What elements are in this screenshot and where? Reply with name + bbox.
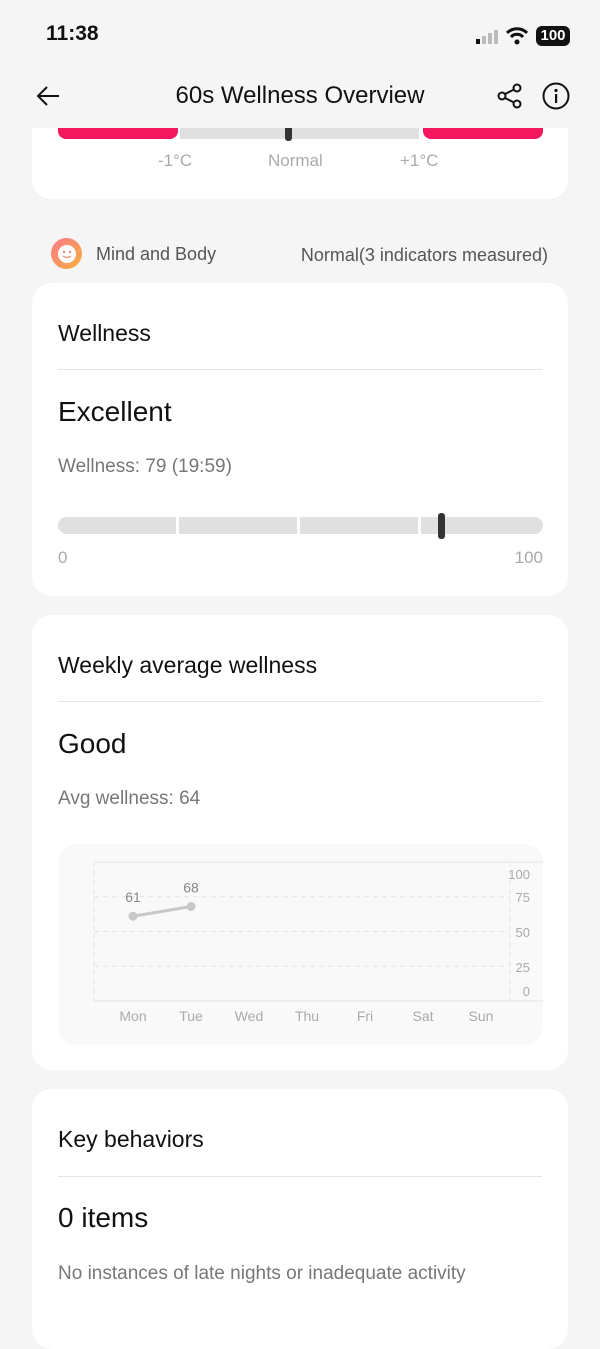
label-plus: +1°C: [400, 151, 439, 170]
card-title: Weekly average wellness: [58, 652, 318, 678]
share-icon: [497, 83, 522, 109]
gauge-min: 0: [58, 548, 68, 567]
x-tick-label: Sat: [412, 1008, 433, 1024]
data-label: 68: [183, 879, 199, 895]
wellness-detail: Wellness: 79 (19:59): [58, 456, 232, 477]
wellness-card: Wellness Excellent Wellness: 79 (19:59) …: [32, 283, 568, 596]
weekly-detail: Avg wellness: 64: [58, 788, 201, 809]
wellness-marker: [437, 513, 445, 539]
info-button[interactable]: [542, 82, 570, 115]
y-tick-label: 75: [516, 890, 530, 905]
x-tick-label: Wed: [235, 1008, 264, 1024]
temperature-marker: [285, 128, 292, 141]
card-title: Key behaviors: [58, 1126, 204, 1152]
y-tick-label: 0: [523, 984, 530, 999]
x-tick-label: Sun: [469, 1008, 494, 1024]
gauge-max: 100: [514, 548, 543, 567]
weekly-card: Weekly average wellness Good Avg wellnes…: [32, 615, 568, 1070]
weekly-rating: Good: [58, 728, 127, 759]
label-minus: -1°C: [158, 151, 193, 170]
y-tick-label: 100: [508, 867, 530, 882]
data-point: [128, 911, 138, 921]
weekly-chart: 100 75 50 25 0 Mon Tue Wed Thu Fri Sat Sun 61 68: [58, 844, 552, 1045]
wellness-rating: Excellent: [58, 396, 172, 427]
signal-icon: [476, 30, 500, 44]
back-button[interactable]: [34, 82, 62, 115]
battery-icon: 100: [536, 26, 570, 46]
info-icon: [542, 82, 570, 110]
section-status: Normal(3 indicators measured): [300, 245, 548, 265]
wifi-icon: [505, 27, 529, 50]
y-tick-label: 50: [516, 925, 530, 940]
x-tick-label: Tue: [179, 1008, 203, 1024]
high-range-bar: [423, 128, 543, 139]
smiley-face-icon: [51, 238, 82, 269]
arrow-left-icon: [36, 86, 59, 106]
data-label: 61: [125, 889, 141, 905]
temperature-card: -1°C Normal +1°C: [32, 128, 568, 199]
key-behaviors-card: Key behaviors 0 items No instances of la…: [32, 1089, 568, 1349]
card-title: Wellness: [58, 320, 151, 346]
normal-range-bar: [180, 128, 419, 139]
low-range-bar: [58, 128, 178, 139]
label-normal: Normal: [268, 151, 323, 170]
behaviors-count: 0 items: [58, 1202, 149, 1233]
x-tick-label: Mon: [119, 1008, 146, 1024]
y-tick-label: 25: [516, 960, 530, 975]
section-label: Mind and Body: [96, 244, 217, 264]
share-button[interactable]: [497, 83, 523, 114]
data-point: [186, 901, 196, 911]
series-line: [132, 905, 192, 918]
behaviors-detail: No instances of late nights or inadequat…: [58, 1263, 466, 1284]
x-tick-label: Fri: [357, 1008, 373, 1024]
x-tick-label: Thu: [295, 1008, 319, 1024]
status-time: 11:38: [46, 22, 99, 45]
page-title: 60s Wellness Overview: [175, 82, 425, 109]
